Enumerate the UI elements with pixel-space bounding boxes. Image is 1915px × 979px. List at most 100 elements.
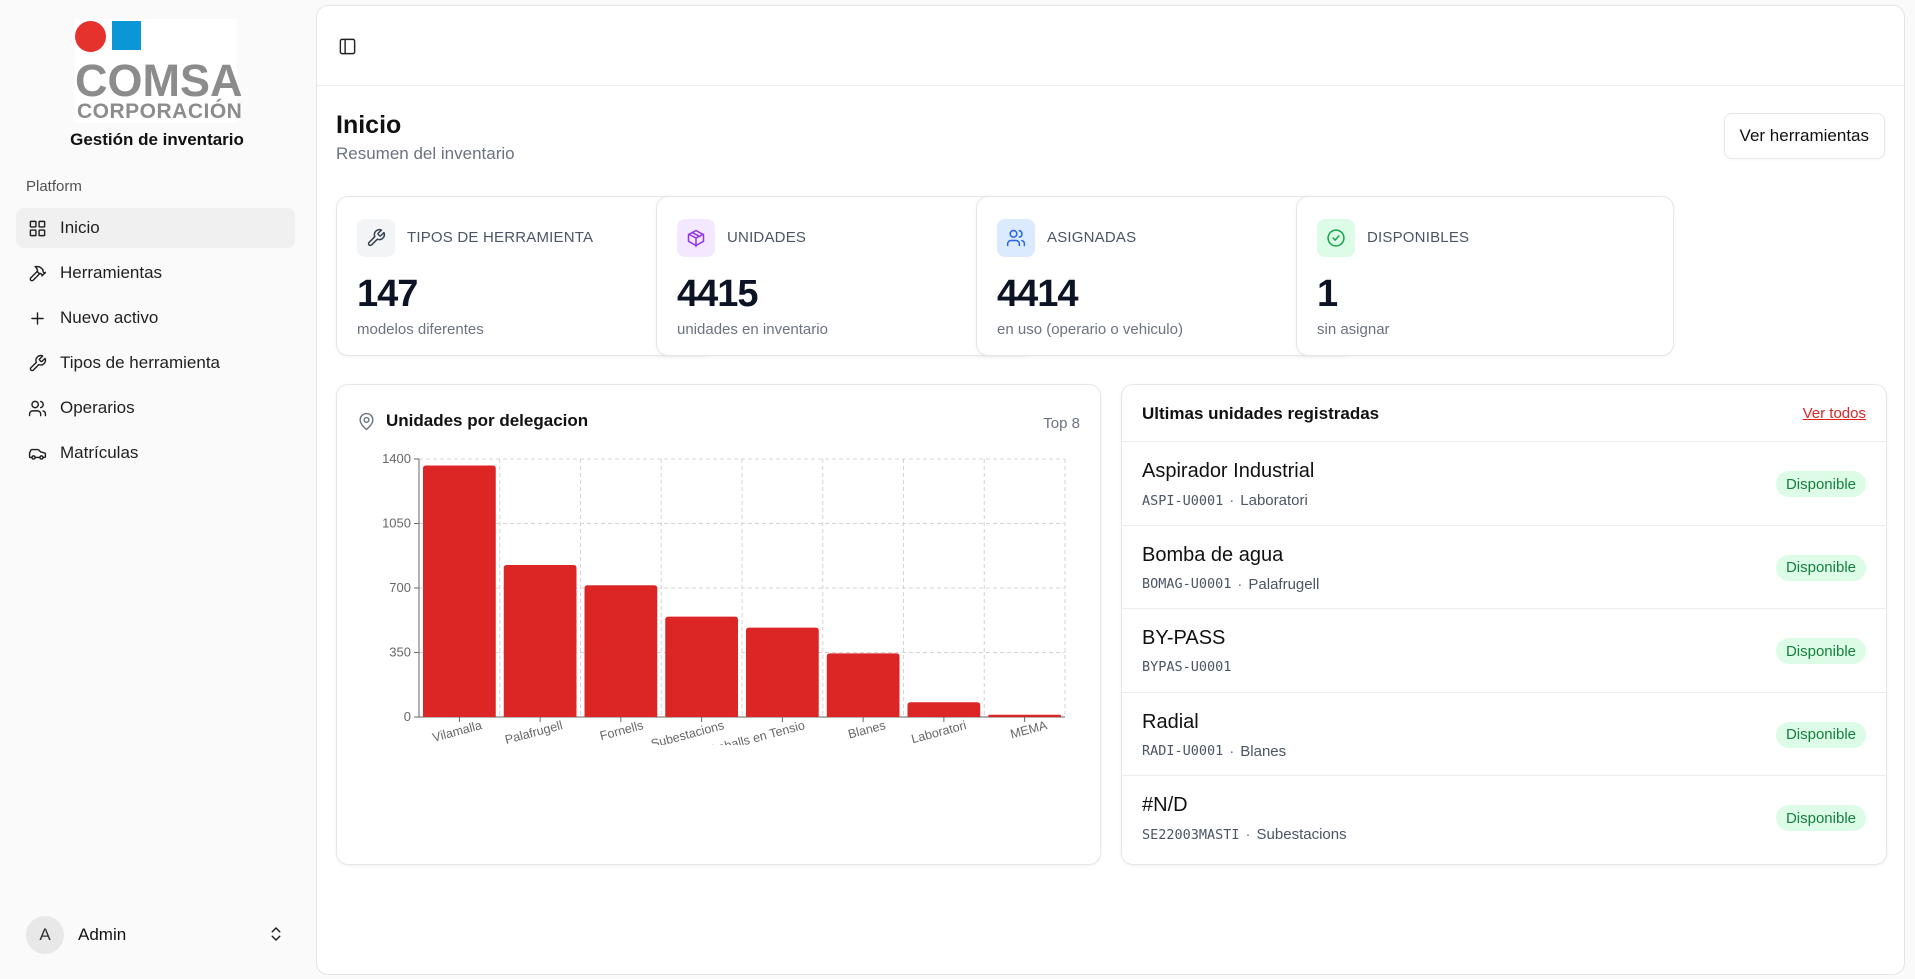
stat-description: sin asignar [1317, 321, 1390, 338]
list-item[interactable]: Aspirador Industrial ASPI-U0001 · Labora… [1122, 442, 1886, 526]
separator-dot: · [1245, 826, 1251, 844]
status-badge: Disponible [1775, 554, 1866, 581]
list-item[interactable]: Radial RADI-U0001 · Blanes Disponible [1122, 693, 1886, 777]
unit-location: Subestacions [1256, 826, 1347, 844]
stat-card-unidades: UNIDADES 4415 unidades en inventario [656, 196, 1033, 356]
chart-bar [907, 702, 981, 717]
sidebar-item-herramientas[interactable]: Herramientas [16, 253, 295, 293]
list-item[interactable]: #N/D SE22003MASTI · Subestacions Disponi… [1122, 776, 1886, 860]
x-tick-label: Blanes [847, 718, 888, 741]
user-name: Admin [78, 925, 127, 944]
recent-units-title: Ultimas unidades registradas [1142, 404, 1380, 423]
x-tick-label: Laboratori [910, 718, 968, 745]
stat-value: 147 [357, 273, 418, 315]
stat-label: TIPOS DE HERRAMIENTA [407, 229, 594, 246]
stat-label: ASIGNADAS [1047, 229, 1137, 246]
chart-title: Unidades por delegacion [386, 411, 589, 430]
chart-header: Unidades por delegacion [357, 411, 588, 431]
separator-dot: · [1229, 742, 1235, 760]
recent-units-header: Ultimas unidades registradas Ver todos [1122, 385, 1886, 442]
plus-icon [27, 308, 47, 328]
unit-name: Bomba de agua [1142, 543, 1284, 566]
unit-meta: BOMAG-U0001 · Palafrugell [1142, 576, 1319, 593]
user-menu[interactable]: A Admin [16, 910, 295, 960]
sidebar-item-operarios[interactable]: Operarios [16, 388, 295, 428]
main-panel: Inicio Resumen del inventario Ver herram… [316, 5, 1905, 975]
unit-code: RADI-U0001 [1142, 743, 1224, 760]
chevrons-up-down-icon [267, 925, 287, 945]
unit-location: Palafrugell [1248, 575, 1320, 593]
chart-top-badge: Top 8 [1043, 415, 1080, 432]
y-tick-label: 0 [404, 709, 411, 724]
unit-name: Aspirador Industrial [1142, 460, 1315, 482]
logo-blue-square [112, 21, 141, 50]
y-tick-label: 350 [389, 645, 411, 660]
sidebar-item-label: Matrículas [60, 443, 139, 462]
map-pin-icon [359, 412, 374, 430]
chart-bar [988, 714, 1061, 717]
unit-meta: SE22003MASTI · Subestacions [1142, 826, 1347, 843]
status-badge: Disponible [1775, 721, 1866, 748]
ver-herramientas-button[interactable]: Ver herramientas [1723, 113, 1885, 159]
x-tick-label: Vilamalla [431, 718, 483, 745]
ver-todos-link[interactable]: Ver todos [1802, 405, 1866, 422]
status-badge: Disponible [1775, 638, 1866, 665]
y-tick-label: 1400 [382, 451, 411, 466]
sidebar-item-nuevo-activo[interactable]: Nuevo activo [16, 298, 295, 338]
car-icon [27, 443, 47, 463]
avatar: A [26, 916, 64, 954]
recent-units-card: Ultimas unidades registradas Ver todos A… [1121, 384, 1887, 865]
sidebar-item-tipos-de-herramienta[interactable]: Tipos de herramienta [16, 343, 295, 383]
stat-description: en uso (operario o vehiculo) [997, 321, 1183, 338]
x-tick-label: Palafrugell [503, 718, 564, 745]
logo-red-circle [75, 21, 106, 52]
package-icon [677, 219, 715, 257]
stat-value: 4415 [677, 273, 759, 315]
stat-label: DISPONIBLES [1367, 229, 1470, 246]
recent-units-list: Aspirador Industrial ASPI-U0001 · Labora… [1122, 442, 1886, 860]
wrench-icon [357, 219, 395, 257]
stat-card-asignadas: ASIGNADAS 4414 en uso (operario o vehicu… [976, 196, 1353, 356]
page-subtitle: Resumen del inventario [336, 144, 515, 163]
unit-name: Radial [1142, 710, 1199, 733]
chart-bar [423, 465, 496, 717]
stat-label: UNIDADES [727, 229, 807, 246]
wrench-icon [27, 353, 47, 373]
stat-value: 1 [1317, 273, 1338, 315]
unit-location: Blanes [1240, 742, 1287, 760]
stat-card-tipos: TIPOS DE HERRAMIENTA 147 modelos diferen… [336, 196, 713, 356]
unit-code: BYPAS-U0001 [1142, 659, 1232, 676]
chart-bar [665, 616, 738, 717]
sidebar-item-label: Operarios [60, 398, 135, 417]
chart-bar [584, 585, 658, 717]
unit-meta: ASPI-U0001 · Laboratori [1142, 492, 1308, 509]
sidebar-item-matriculas[interactable]: Matrículas [16, 433, 295, 473]
unit-name: BY-PASS [1142, 627, 1226, 650]
x-tick-label: MEMA [1009, 718, 1049, 741]
sidebar-item-label: Herramientas [60, 263, 163, 282]
list-item[interactable]: Bomba de agua BOMAG-U0001 · Palafrugell … [1122, 526, 1886, 610]
separator-dot: · [1229, 492, 1235, 509]
stat-value: 4414 [997, 273, 1079, 315]
status-badge: Disponible [1775, 471, 1866, 497]
grid-icon [27, 218, 47, 238]
users-icon [27, 398, 47, 418]
hammer-icon [27, 263, 47, 283]
stat-description: unidades en inventario [677, 321, 828, 338]
x-tick-label: Fornells [598, 718, 645, 743]
sidebar-item-label: Inicio [60, 218, 100, 237]
unit-code: BOMAG-U0001 [1142, 576, 1232, 593]
sidebar-toggle-button[interactable] [335, 34, 359, 58]
sidebar-item-inicio[interactable]: Inicio [16, 208, 295, 248]
sidebar-item-label: Tipos de herramienta [60, 353, 221, 372]
logo-subtitle: CORPORACIÓN [77, 100, 243, 123]
check-circle-icon [1317, 219, 1355, 257]
list-item[interactable]: BY-PASS BYPAS-U0001 Disponible [1122, 609, 1886, 693]
y-tick-label: 1050 [382, 516, 411, 531]
chart-card: Unidades por delegacion Top 8 0 350 700 105… [336, 384, 1101, 865]
logo-wordmark: COMSA [75, 55, 243, 106]
company-logo: COMSA CORPORACIÓN [75, 19, 243, 123]
chart-bar [503, 564, 577, 717]
chart-bar [826, 653, 900, 717]
stat-description: modelos diferentes [357, 321, 484, 338]
